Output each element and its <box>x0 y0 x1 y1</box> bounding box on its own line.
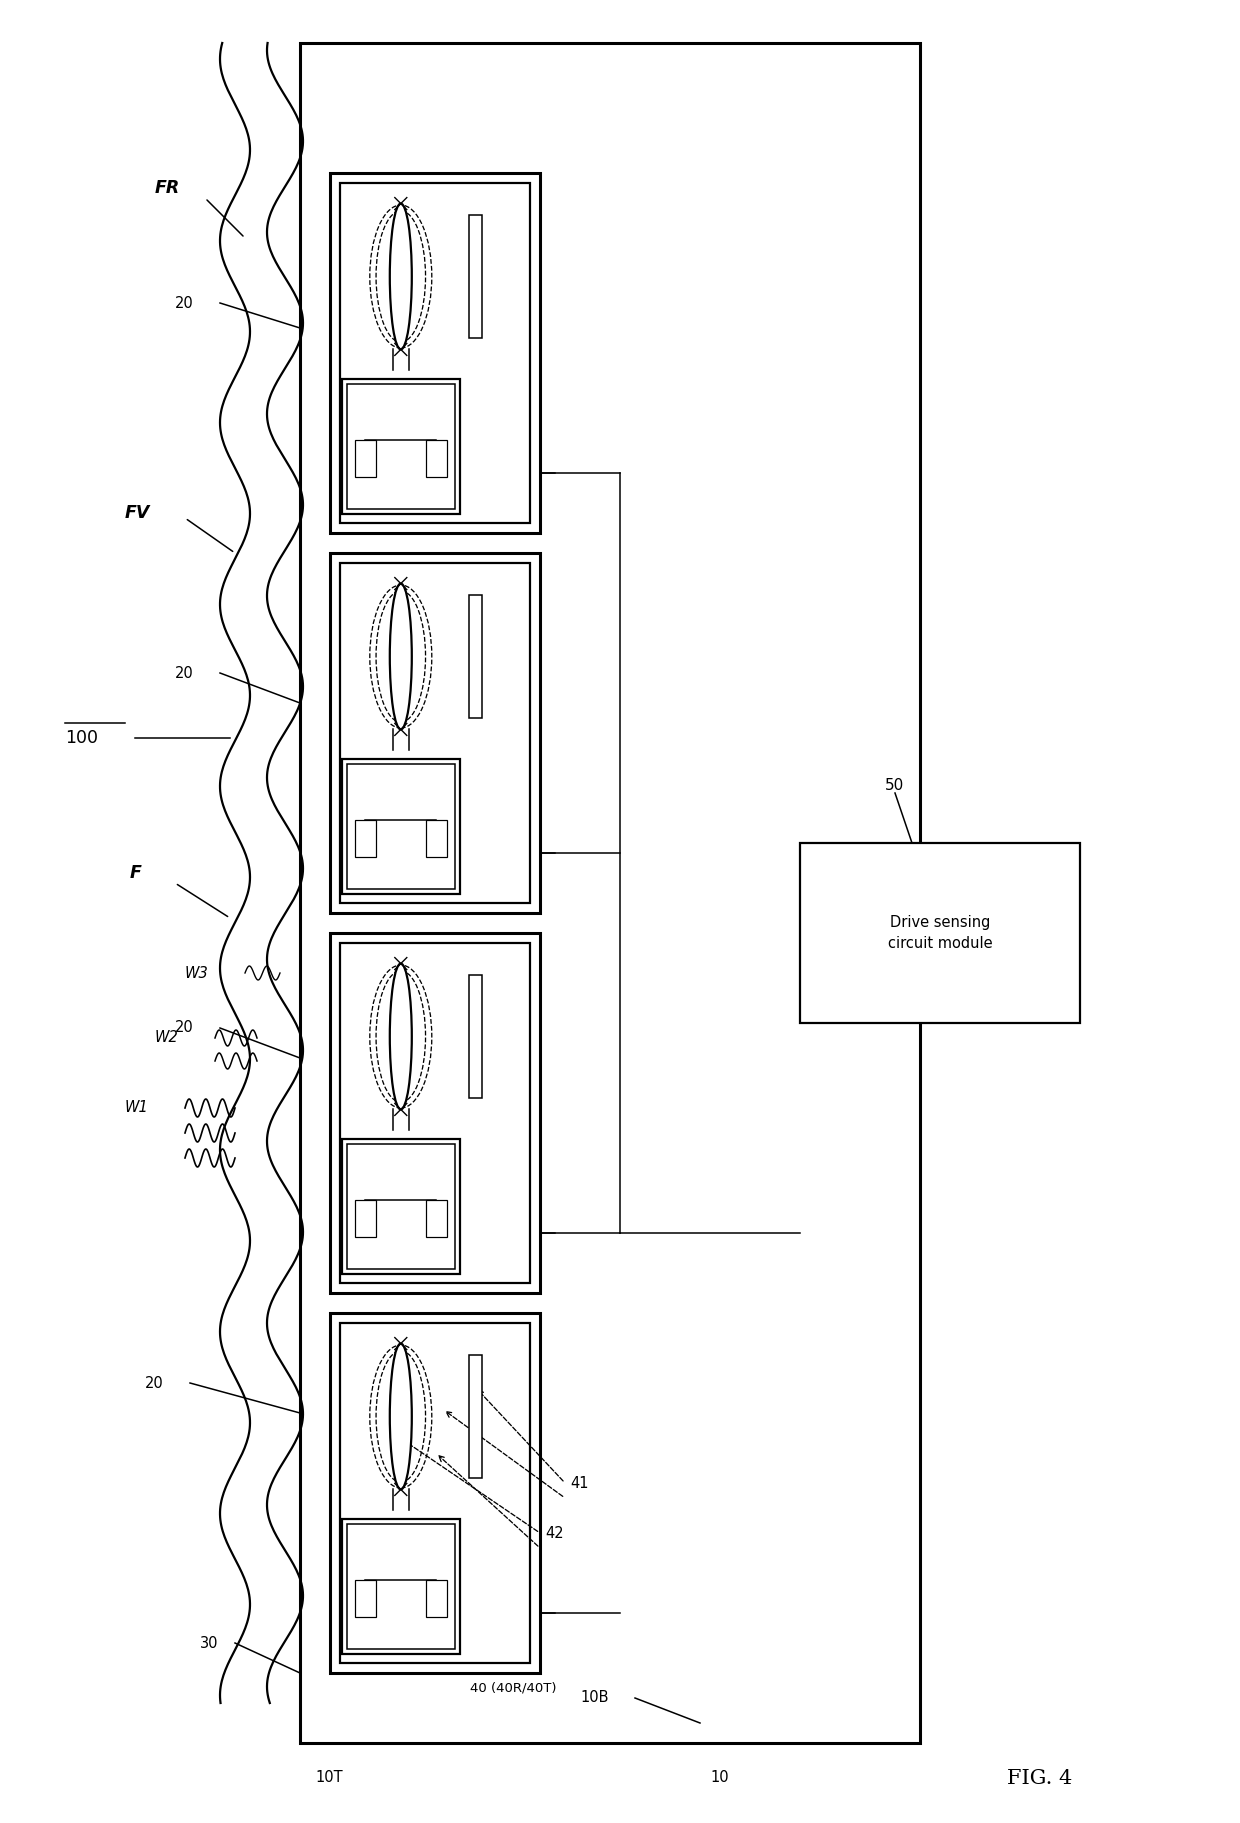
Bar <box>330 173 539 532</box>
Bar <box>469 975 482 1099</box>
Bar <box>340 182 529 523</box>
Text: 20: 20 <box>175 1021 193 1035</box>
Bar <box>800 842 1080 1023</box>
Text: Drive sensing
circuit module: Drive sensing circuit module <box>888 915 992 952</box>
Bar <box>330 1313 539 1674</box>
Ellipse shape <box>389 1344 412 1489</box>
Bar <box>425 1200 446 1238</box>
Text: FV: FV <box>125 503 150 521</box>
Ellipse shape <box>389 204 412 350</box>
Bar <box>347 1145 455 1269</box>
Bar <box>340 942 529 1283</box>
Bar <box>347 385 455 509</box>
Text: FR: FR <box>155 179 180 197</box>
Text: W3: W3 <box>185 966 208 981</box>
Text: 10T: 10T <box>315 1770 342 1785</box>
Bar <box>469 594 482 718</box>
Bar <box>300 44 920 1743</box>
Text: 100: 100 <box>64 729 98 747</box>
Bar <box>355 820 376 857</box>
Bar <box>330 552 539 913</box>
Text: 41: 41 <box>570 1475 589 1491</box>
Text: F: F <box>130 864 141 882</box>
Bar <box>469 1354 482 1478</box>
Bar <box>425 439 446 478</box>
Bar <box>330 933 539 1293</box>
Bar <box>342 1519 460 1653</box>
Text: W1: W1 <box>125 1101 149 1116</box>
Bar <box>425 820 446 857</box>
Bar <box>355 1200 376 1238</box>
Bar <box>347 764 455 890</box>
Ellipse shape <box>389 583 412 729</box>
Text: 42: 42 <box>546 1526 564 1540</box>
Bar <box>347 1524 455 1648</box>
Bar <box>355 439 376 478</box>
Text: 40 (40R/40T): 40 (40R/40T) <box>470 1681 557 1695</box>
Text: 20: 20 <box>175 295 193 310</box>
Text: W2: W2 <box>155 1030 179 1046</box>
Bar <box>355 1581 376 1617</box>
Text: 20: 20 <box>175 665 193 680</box>
Text: 10: 10 <box>711 1770 729 1785</box>
Text: 50: 50 <box>885 778 904 793</box>
Text: 20: 20 <box>145 1376 164 1391</box>
Text: 10B: 10B <box>580 1690 609 1706</box>
Bar <box>340 1323 529 1663</box>
Bar <box>342 379 460 514</box>
Bar <box>425 1581 446 1617</box>
Text: FIG. 4: FIG. 4 <box>1007 1768 1073 1788</box>
Ellipse shape <box>389 964 412 1110</box>
Bar <box>340 563 529 902</box>
Bar <box>342 758 460 893</box>
Bar <box>342 1139 460 1274</box>
Text: 30: 30 <box>200 1635 218 1650</box>
Bar <box>469 215 482 339</box>
